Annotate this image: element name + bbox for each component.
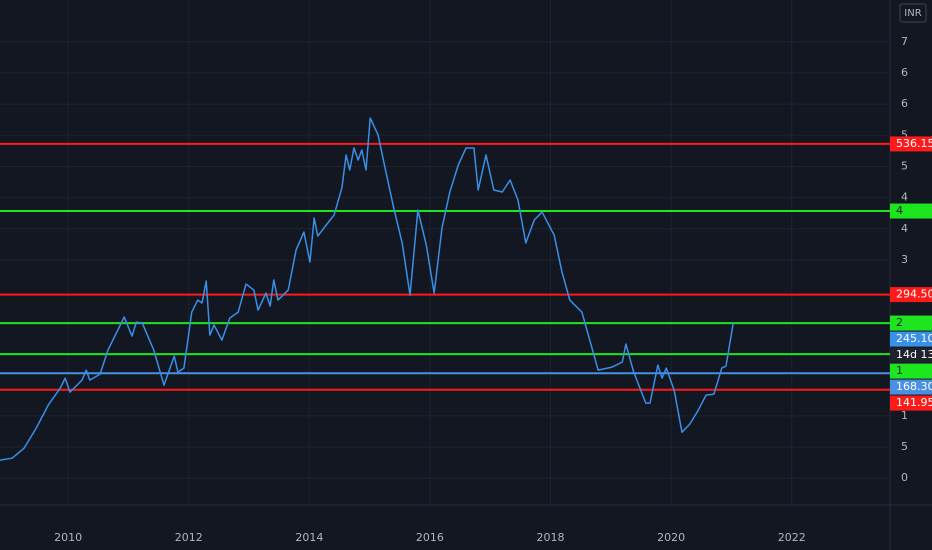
x-tick-label: 2014	[295, 531, 323, 544]
last-price-label-box	[890, 331, 932, 347]
y-tick-label: 5	[901, 159, 908, 172]
level-label: 294.50	[896, 288, 932, 301]
x-tick-label: 2022	[778, 531, 806, 544]
y-tick-label: 6	[901, 66, 908, 79]
countdown-label-box	[890, 347, 932, 363]
level-label: 536.15	[896, 137, 932, 150]
y-tick-label: 6	[901, 97, 908, 110]
y-tick-label: 5	[901, 128, 908, 141]
level-label-box	[890, 315, 932, 331]
currency-box[interactable]	[899, 3, 927, 23]
level-label-box	[890, 395, 932, 411]
y-tick-label: 0	[901, 471, 908, 484]
x-tick-label: 2016	[416, 531, 444, 544]
countdown-label: 14d 13h	[896, 348, 932, 361]
last-price-label: 245.10	[896, 332, 932, 345]
currency-label: INR	[904, 8, 921, 19]
y-tick-label: 4	[901, 222, 908, 235]
level-label-box	[890, 287, 932, 303]
level-label: 2	[896, 316, 903, 329]
level-label-box	[890, 136, 932, 152]
level-label: 168.30	[896, 380, 932, 393]
x-tick-label: 2018	[537, 531, 565, 544]
price-line	[0, 117, 734, 461]
y-tick-label: 4	[901, 191, 908, 204]
level-label: 1	[896, 364, 903, 377]
y-tick-label: 1	[901, 409, 908, 422]
level-label-box	[890, 203, 932, 219]
y-tick-label: 7	[901, 35, 908, 48]
level-label: 141.95	[896, 396, 932, 409]
x-tick-label: 2010	[54, 531, 82, 544]
level-label-box	[890, 379, 932, 395]
level-label: 4	[896, 204, 903, 217]
x-tick-label: 2020	[657, 531, 685, 544]
level-label-box	[890, 363, 932, 379]
x-tick-label: 2012	[175, 531, 203, 544]
y-tick-label: 5	[901, 440, 908, 453]
y-tick-label: 3	[901, 253, 908, 266]
